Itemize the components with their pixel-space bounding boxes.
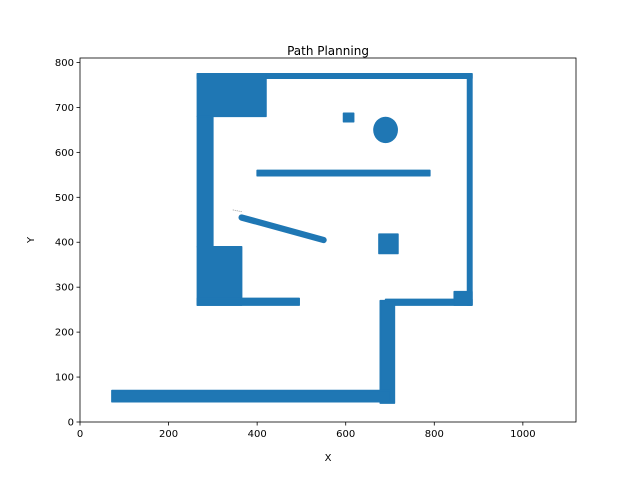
- y-tick-label: 100: [55, 373, 74, 384]
- plot-area: [111, 72, 473, 404]
- obstacle-round-obstacle: [373, 116, 398, 144]
- plot-frame: [79, 57, 577, 423]
- obstacle-right-step: [453, 290, 473, 306]
- x-tick-label: 0: [77, 429, 83, 440]
- obstacle-diagonal-bar: [238, 214, 327, 244]
- axis-ticks: 0 200 400 600 800 1000 0 100 200 300 400 500 600 700 8…: [55, 58, 536, 440]
- x-tick-label: 400: [248, 429, 267, 440]
- chart-title: Path Planning: [287, 44, 369, 58]
- y-tick-label: 600: [55, 148, 74, 159]
- obstacle-small-square: [342, 112, 355, 123]
- obstacle-left-wall-upper: [196, 115, 214, 248]
- y-tick-label: 500: [55, 193, 74, 204]
- y-tick-label: 0: [68, 418, 74, 429]
- obstacle-mid-square: [378, 233, 399, 255]
- y-tick-label: 300: [55, 283, 74, 294]
- obstacle-bottom-corridor: [111, 389, 391, 403]
- x-axis-label: X: [325, 453, 332, 464]
- y-tick-label: 800: [55, 58, 74, 69]
- planned-path: [232, 209, 242, 213]
- y-tick-label: 200: [55, 328, 74, 339]
- obstacle-middle-bar: [256, 169, 431, 177]
- x-tick-label: 600: [336, 429, 355, 440]
- x-tick-label: 200: [159, 429, 178, 440]
- y-axis-label: Y: [26, 236, 37, 244]
- obstacle-vertical-corridor: [379, 299, 396, 404]
- x-tick-label: 800: [425, 429, 444, 440]
- y-tick-label: 700: [55, 103, 74, 114]
- obstacle-right-wall: [466, 72, 473, 306]
- y-tick-label: 400: [55, 238, 74, 249]
- obstacle-top-left-block: [196, 72, 267, 118]
- x-tick-label: 1000: [510, 429, 535, 440]
- obstacle-lower-shelf: [196, 297, 300, 306]
- obstacle-left-block-lower: [196, 245, 243, 306]
